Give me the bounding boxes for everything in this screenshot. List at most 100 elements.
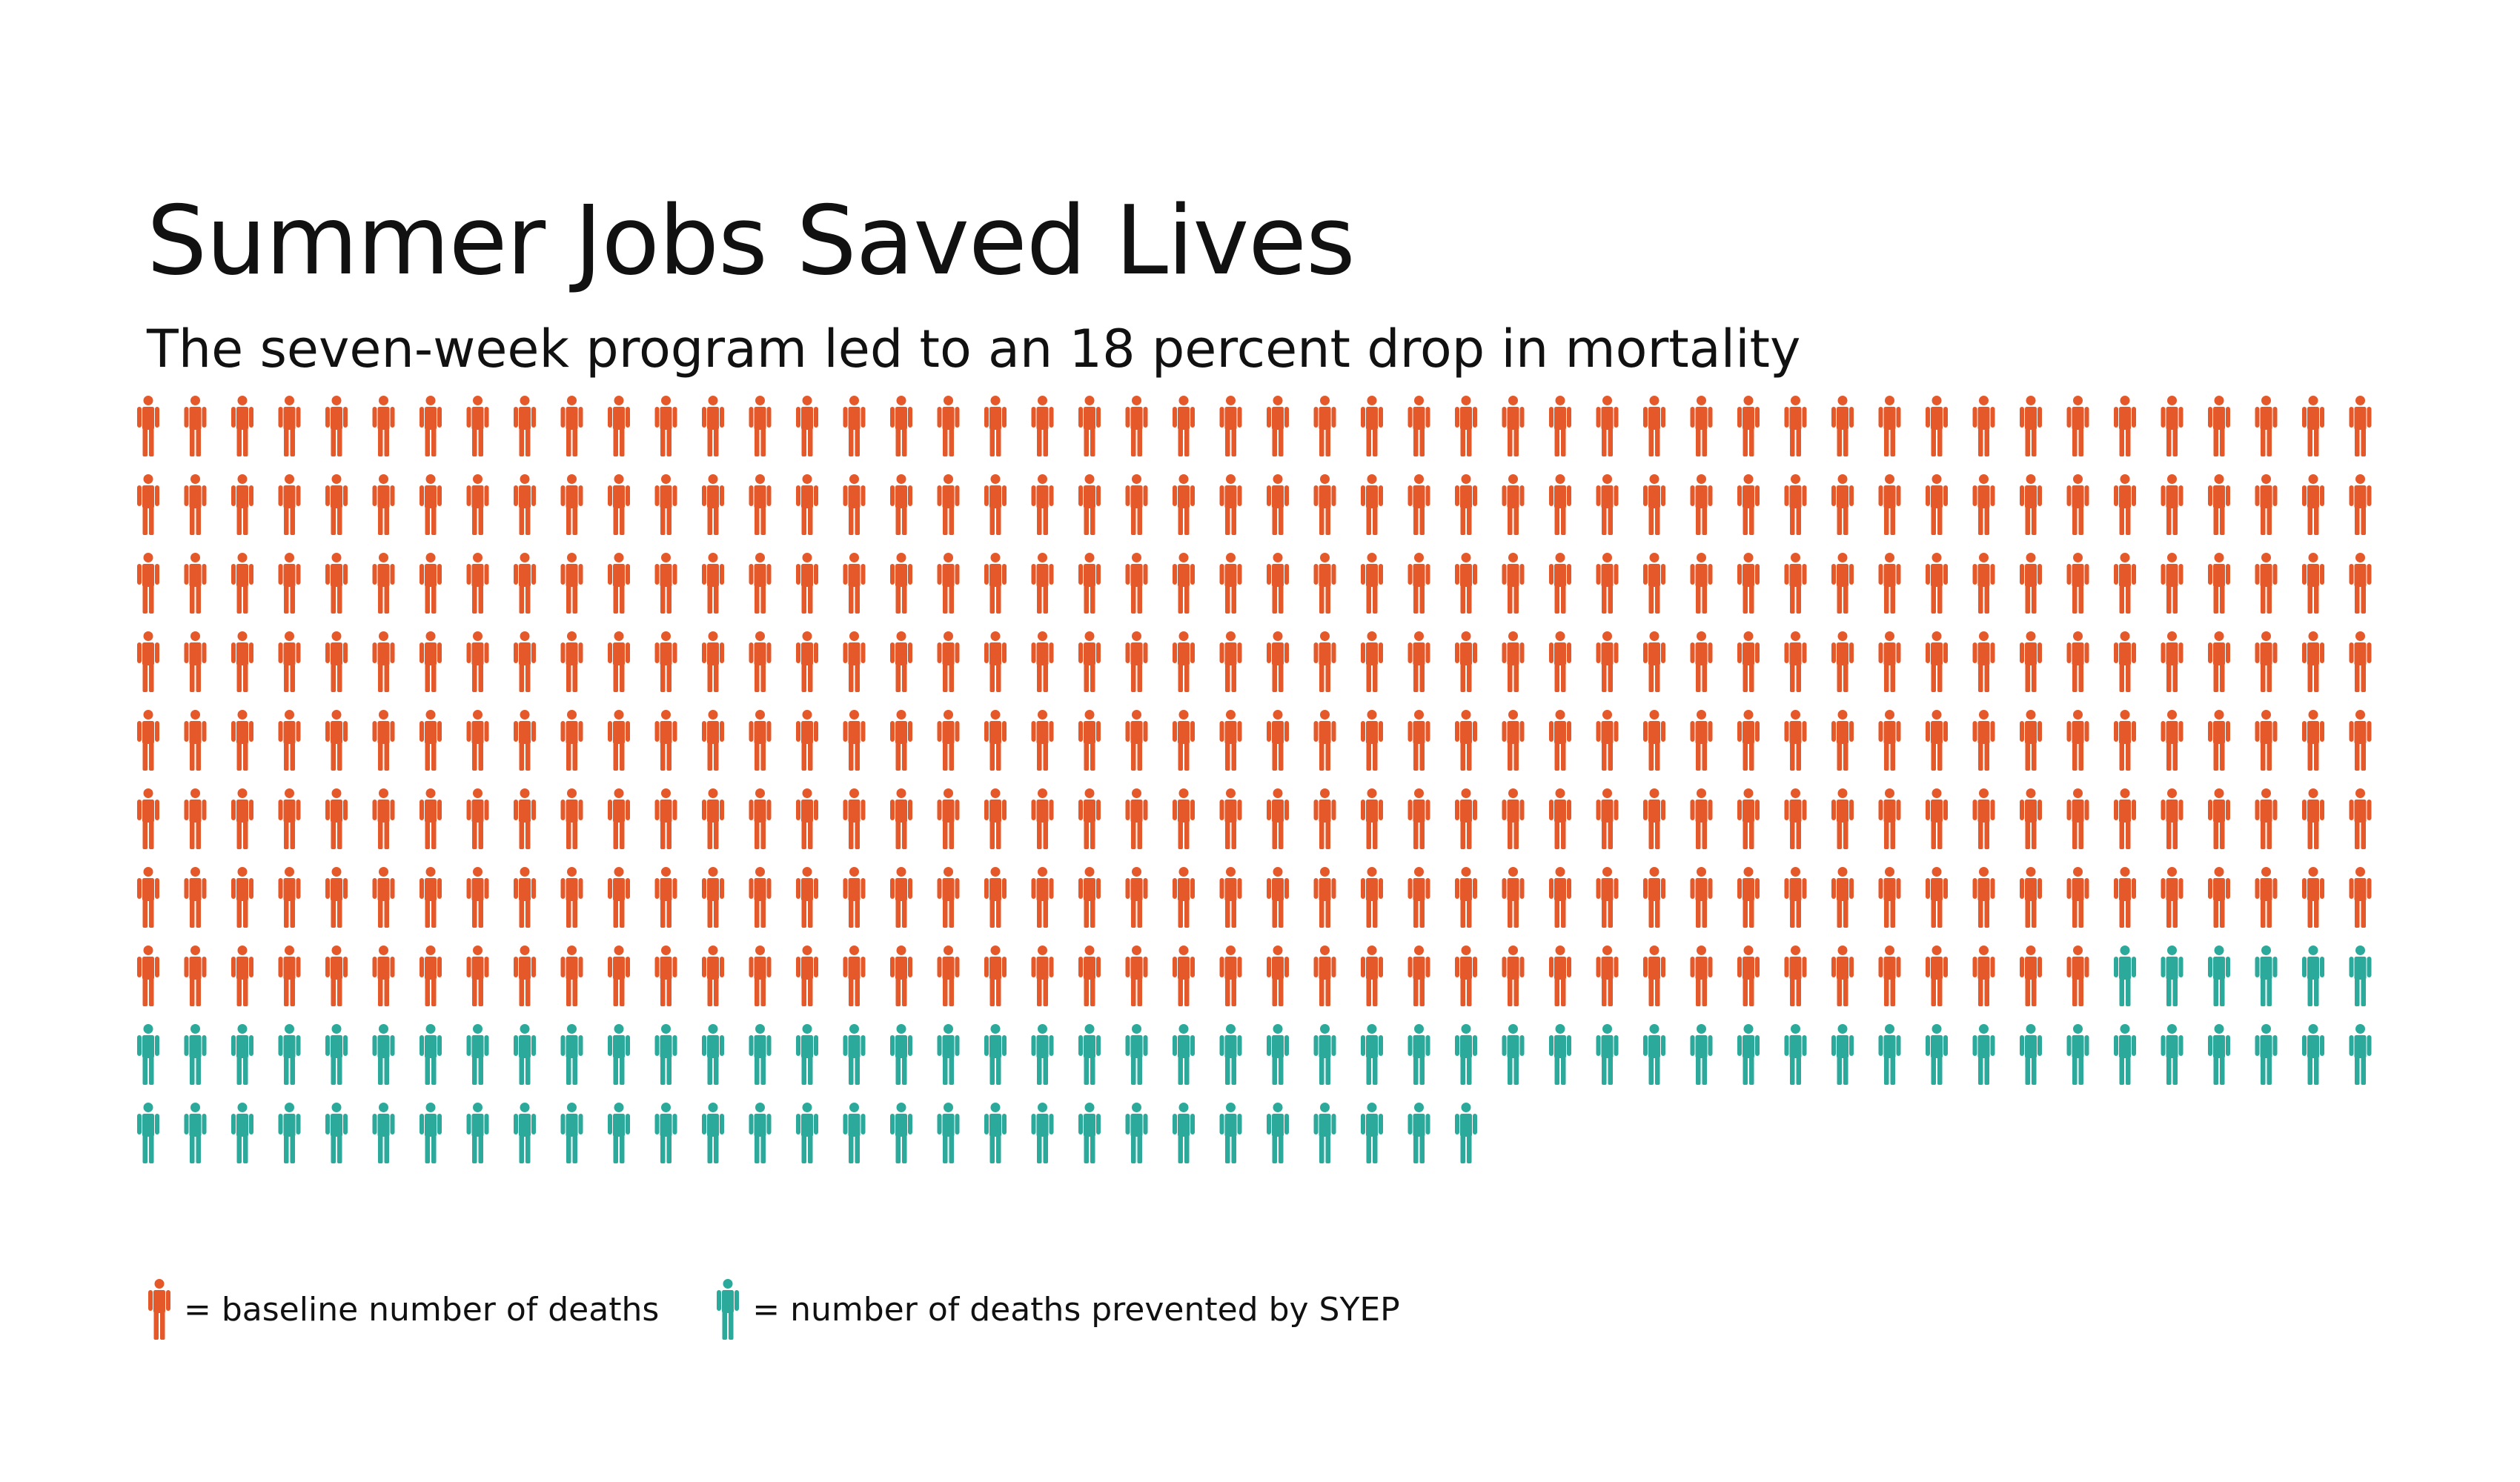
baseline-death-person-icon [749,867,772,928]
baseline-death-person-icon [1643,946,1665,1006]
baseline-death-person-icon [1361,631,1383,692]
baseline-death-person-icon [420,867,442,928]
prevented-death-person-icon [231,1024,253,1085]
baseline-death-person-icon [278,553,301,614]
baseline-death-person-icon [654,631,677,692]
baseline-death-person-icon [1926,396,1948,456]
baseline-death-person-icon [466,396,489,456]
prevented-death-person-icon [1313,1024,1336,1085]
baseline-death-person-icon [1737,553,1760,614]
baseline-death-person-icon [1737,946,1760,1006]
baseline-death-person-icon [1972,946,1995,1006]
baseline-death-person-icon [890,474,912,535]
baseline-death-person-icon [1549,396,1571,456]
prevented-death-person-icon [2114,1024,2136,1085]
baseline-death-person-icon [1831,710,1854,771]
baseline-death-person-icon [890,710,912,771]
baseline-death-person-icon [1267,788,1289,849]
baseline-death-person-icon [372,788,395,849]
prevented-death-person-icon [2208,1024,2230,1085]
prevented-death-person-icon [2020,1024,2042,1085]
baseline-death-person-icon [1267,396,1289,456]
baseline-death-person-icon [702,946,724,1006]
baseline-death-person-icon [890,396,912,456]
legend: = baseline number of deaths = number of … [145,1276,1455,1343]
baseline-death-person-icon [984,474,1007,535]
baseline-death-person-icon [1407,396,1430,456]
prevented-death-person-icon [1455,1024,1477,1085]
baseline-death-person-icon [1361,474,1383,535]
baseline-death-person-icon [1407,946,1430,1006]
baseline-death-person-icon [2066,631,2089,692]
baseline-death-person-icon [184,396,207,456]
baseline-death-person-icon [2114,710,2136,771]
baseline-death-person-icon [2302,710,2324,771]
baseline-death-person-icon [2208,631,2230,692]
baseline-death-person-icon [184,867,207,928]
baseline-death-person-icon [1926,474,1948,535]
baseline-death-person-icon [654,946,677,1006]
baseline-death-person-icon [1926,631,1948,692]
baseline-death-person-icon [1784,710,1807,771]
baseline-death-person-icon [702,867,724,928]
baseline-death-person-icon [2020,710,2042,771]
prevented-death-person-icon [843,1103,866,1163]
baseline-death-person-icon [1643,553,1665,614]
baseline-death-person-icon [231,946,253,1006]
baseline-death-person-icon [843,867,866,928]
baseline-death-person-icon [466,946,489,1006]
baseline-death-person-icon [1031,867,1054,928]
baseline-death-person-icon [184,946,207,1006]
baseline-death-person-icon [1313,474,1336,535]
baseline-death-person-icon [2066,474,2089,535]
baseline-death-person-icon [2208,474,2230,535]
baseline-death-person-icon [1549,553,1571,614]
baseline-death-person-icon [654,396,677,456]
baseline-death-person-icon [1972,788,1995,849]
baseline-death-person-icon [608,474,630,535]
baseline-death-person-icon [2208,396,2230,456]
person-icon [714,1279,742,1340]
baseline-death-person-icon [420,474,442,535]
prevented-death-person-icon [608,1024,630,1085]
prevented-death-person-icon [1031,1103,1054,1163]
baseline-death-person-icon [1596,867,1619,928]
baseline-death-person-icon [2208,710,2230,771]
baseline-death-person-icon [2302,474,2324,535]
baseline-death-person-icon [796,474,818,535]
baseline-death-person-icon [2161,788,2184,849]
person-icon [145,1279,173,1340]
prevented-death-person-icon [984,1103,1007,1163]
baseline-death-person-icon [137,788,159,849]
chart-title: Summer Jobs Saved Lives [147,186,1356,296]
baseline-death-person-icon [702,710,724,771]
baseline-death-person-icon [1831,867,1854,928]
baseline-death-person-icon [1926,553,1948,614]
baseline-death-person-icon [1926,946,1948,1006]
baseline-death-person-icon [1784,631,1807,692]
baseline-death-person-icon [890,631,912,692]
baseline-death-person-icon [278,474,301,535]
baseline-death-person-icon [2302,788,2324,849]
baseline-death-person-icon [1219,553,1242,614]
baseline-death-person-icon [466,867,489,928]
baseline-death-person-icon [937,788,960,849]
baseline-death-person-icon [1078,396,1101,456]
baseline-death-person-icon [702,631,724,692]
baseline-death-person-icon [796,710,818,771]
baseline-death-person-icon [514,710,536,771]
prevented-death-person-icon [420,1024,442,1085]
baseline-death-person-icon [1831,474,1854,535]
baseline-death-person-icon [1784,788,1807,849]
baseline-death-person-icon [278,788,301,849]
baseline-death-person-icon [1173,631,1195,692]
baseline-death-person-icon [2066,553,2089,614]
prevented-death-person-icon [1455,1103,1477,1163]
prevented-death-person-icon [184,1024,207,1085]
baseline-death-person-icon [937,710,960,771]
baseline-death-person-icon [796,631,818,692]
baseline-death-person-icon [514,553,536,614]
prevented-death-person-icon [278,1024,301,1085]
baseline-death-person-icon [2066,396,2089,456]
baseline-death-person-icon [2302,396,2324,456]
